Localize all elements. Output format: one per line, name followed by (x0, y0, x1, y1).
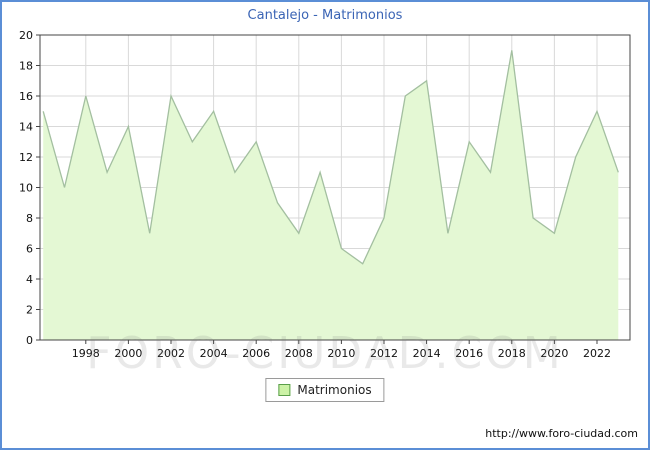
plot-border (39, 34, 631, 341)
y-axis-label: 0 (26, 334, 33, 347)
chart-svg: 0 2 4 6 8 10 12 14 16 18 20 1998 2000 2002 2004 2006 200… (19, 29, 631, 360)
y-axis-label: 4 (26, 273, 33, 286)
x-axis-label: 2018 (498, 347, 526, 360)
y-axis-label: 18 (19, 60, 33, 73)
x-axis-label: 2002 (157, 347, 185, 360)
chart-title: Cantalejo - Matrimonios (247, 8, 403, 23)
x-axis-label: 2022 (583, 347, 611, 360)
x-axis-label: 2010 (327, 347, 355, 360)
x-axis-label: 2008 (285, 347, 313, 360)
y-axis-label: 2 (26, 304, 33, 317)
area-series (43, 50, 619, 341)
x-axis-label: 1998 (72, 347, 100, 360)
x-axis-label: 2014 (413, 347, 441, 360)
line-series (42, 50, 619, 265)
legend-label: Matrimonios (297, 383, 372, 397)
y-axis-label: 16 (19, 90, 33, 103)
footer-url: http://www.foro-ciudad.com (485, 427, 638, 440)
x-axis-label: 2020 (540, 347, 568, 360)
y-axis-label: 12 (19, 151, 33, 164)
x-axis-label: 2016 (455, 347, 483, 360)
y-axis-label: 20 (19, 29, 33, 42)
y-axis-label: 14 (19, 121, 33, 134)
legend: Matrimonios (265, 378, 385, 402)
y-axis-label: 8 (26, 212, 33, 225)
y-axis-label: 10 (19, 182, 33, 195)
legend-swatch-icon (278, 384, 291, 396)
x-axis-label: 2012 (370, 347, 398, 360)
y-axis-label: 6 (26, 243, 33, 256)
x-axis-label: 2004 (200, 347, 228, 360)
x-axis-label: 2006 (242, 347, 270, 360)
x-axis-label: 2000 (114, 347, 142, 360)
